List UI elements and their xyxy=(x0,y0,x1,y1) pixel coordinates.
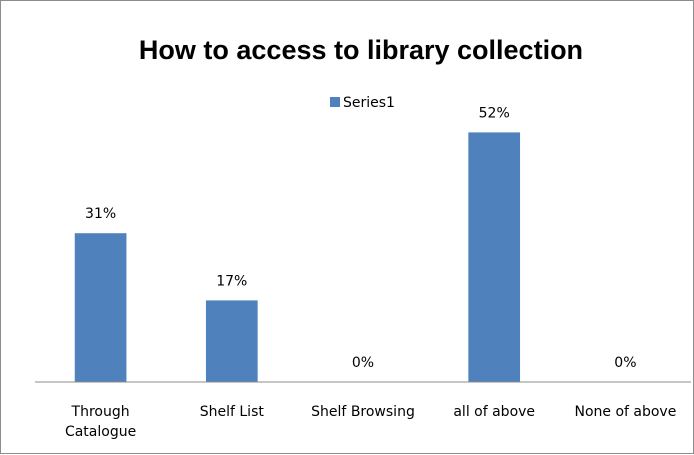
category-label-0-line-1: Catalogue xyxy=(65,424,136,440)
legend: Series1 xyxy=(330,95,395,111)
bar-3 xyxy=(468,132,521,382)
category-label-0-line-0: Through xyxy=(71,404,130,420)
category-label-4: None of above xyxy=(574,404,676,420)
data-label-2: 0% xyxy=(352,355,374,371)
data-label-1: 17% xyxy=(216,273,247,289)
data-labels: 31% 17% 0% 52% 0% xyxy=(85,105,636,371)
bar-1 xyxy=(205,300,258,382)
legend-swatch-series1 xyxy=(330,97,340,107)
bar-0 xyxy=(74,233,127,382)
bars xyxy=(74,132,521,382)
data-label-0: 31% xyxy=(85,206,116,222)
data-label-3: 52% xyxy=(479,105,510,121)
category-label-1: Shelf List xyxy=(200,404,265,420)
category-label-3: all of above xyxy=(453,404,535,420)
data-label-4: 0% xyxy=(614,355,636,371)
category-labels: Through Catalogue Shelf List Shelf Browsing… xyxy=(65,404,676,440)
category-label-2: Shelf Browsing xyxy=(311,404,415,420)
chart-title: How to access to library collection xyxy=(139,35,583,65)
legend-label-series1: Series1 xyxy=(343,95,395,111)
